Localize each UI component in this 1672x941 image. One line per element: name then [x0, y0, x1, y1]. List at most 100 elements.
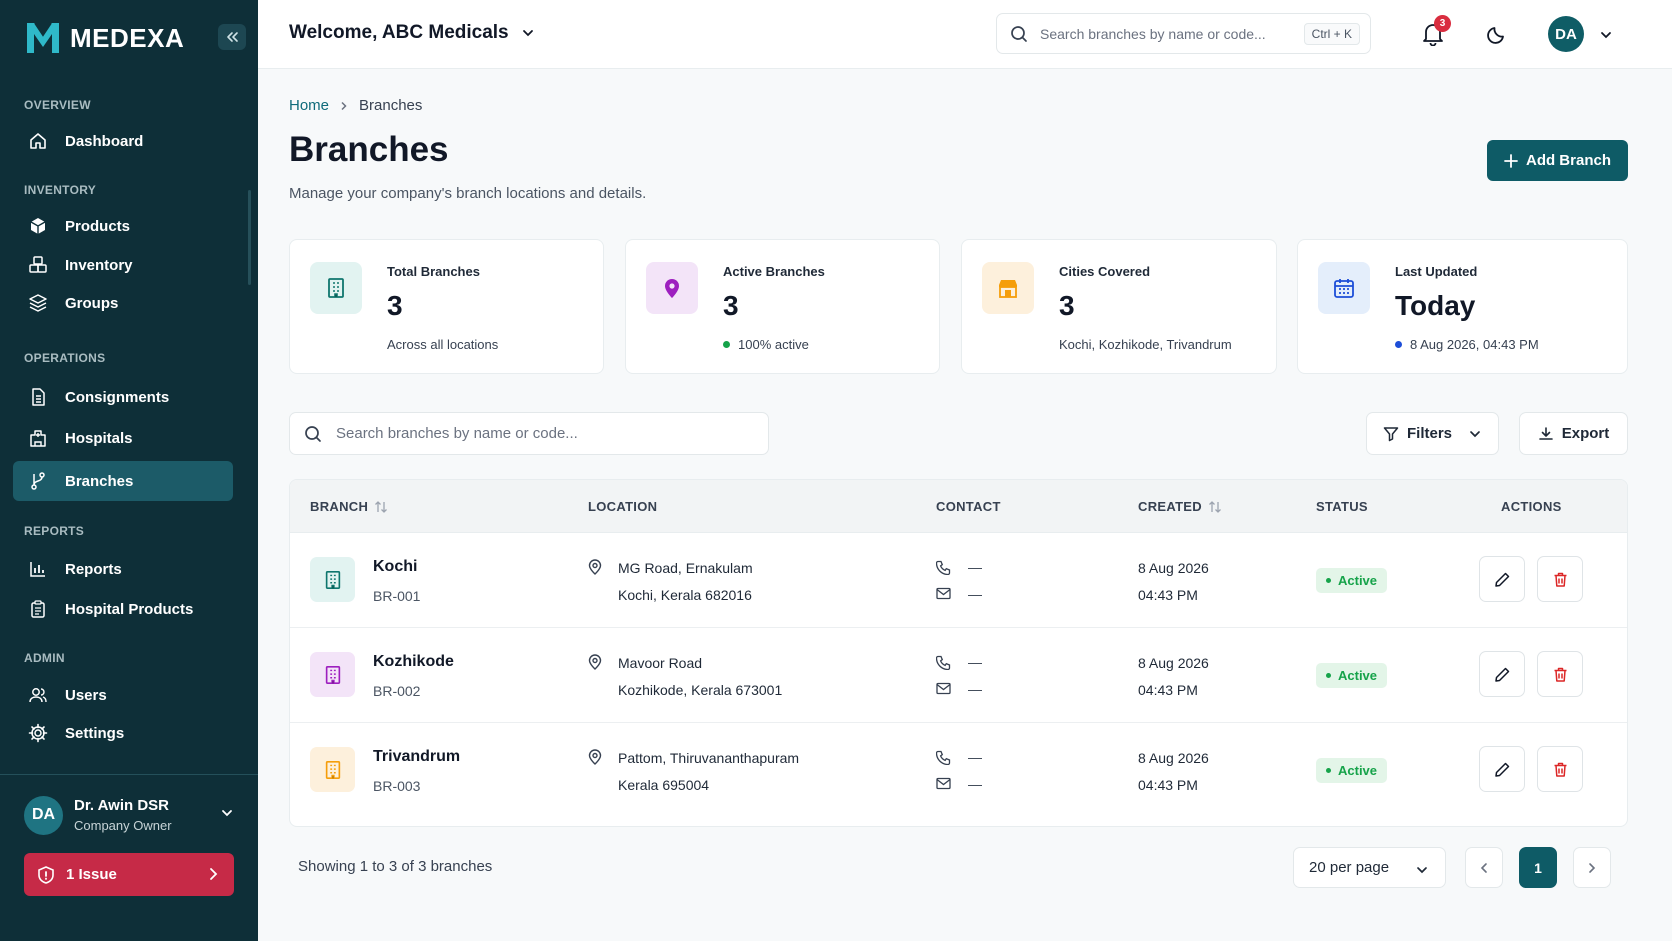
- location-line2: Kochi, Kerala 682016: [618, 587, 752, 603]
- building-icon: [310, 652, 355, 697]
- table-row[interactable]: Kochi BR-001 MG Road, Ernakulam Kochi, K…: [290, 533, 1627, 628]
- column-created[interactable]: CREATED: [1138, 499, 1222, 514]
- sidebar-item-label: Consignments: [65, 388, 170, 406]
- stat-sub: Kochi, Kozhikode, Trivandrum: [1059, 337, 1232, 352]
- column-contact: CONTACT: [936, 499, 1001, 514]
- phone-icon: [936, 750, 951, 765]
- status-badge: Active: [1316, 758, 1388, 783]
- users-icon: [27, 684, 49, 706]
- chevrons-left-icon: [227, 32, 238, 42]
- phone-icon: [936, 560, 951, 575]
- edit-button[interactable]: [1479, 651, 1525, 697]
- chevron-down-icon[interactable]: [1599, 28, 1613, 42]
- email-value: —: [968, 776, 982, 792]
- edit-button[interactable]: [1479, 746, 1525, 792]
- email-value: —: [968, 586, 982, 602]
- previous-page-button[interactable]: [1465, 847, 1503, 888]
- trash-icon: [1554, 667, 1566, 682]
- sidebar-item-products[interactable]: Products: [13, 206, 233, 246]
- location-line1: MG Road, Ernakulam: [618, 560, 753, 576]
- sidebar-item-groups[interactable]: Groups: [13, 283, 233, 323]
- header-avatar[interactable]: DA: [1548, 16, 1584, 52]
- delete-button[interactable]: [1537, 651, 1583, 697]
- search-icon: [1011, 25, 1027, 42]
- map-pin-icon: [646, 262, 698, 314]
- table-header: BRANCH LOCATION CONTACT CREATED STATUS A…: [290, 480, 1627, 533]
- alert-icon: [38, 865, 54, 884]
- company-switcher[interactable]: Welcome, ABC Medicals: [289, 22, 535, 44]
- app-logo[interactable]: MEDEXA: [24, 20, 184, 56]
- chevron-down-icon: [1417, 867, 1427, 874]
- column-label: CONTACT: [936, 499, 1001, 514]
- stat-value: Today: [1395, 290, 1476, 321]
- filters-button[interactable]: Filters: [1366, 412, 1499, 455]
- stat-card-total-branches: Total Branches 3 Across all locations: [289, 239, 604, 374]
- welcome-text: Welcome, ABC Medicals: [289, 22, 509, 43]
- table-row[interactable]: Kozhikode BR-002 Mavoor Road Kozhikode, …: [290, 628, 1627, 723]
- stat-label: Last Updated: [1395, 264, 1478, 279]
- collapse-sidebar-button[interactable]: [218, 24, 246, 50]
- add-branch-button[interactable]: Add Branch: [1487, 140, 1628, 181]
- column-location: LOCATION: [588, 499, 657, 514]
- breadcrumb-home[interactable]: Home: [289, 97, 330, 114]
- sidebar-item-dashboard[interactable]: Dashboard: [13, 121, 233, 161]
- box-icon: [27, 215, 49, 237]
- column-actions: ACTIONS: [1501, 499, 1562, 514]
- branch-search-placeholder: Search branches by name or code...: [336, 425, 578, 442]
- store-icon: [982, 262, 1034, 314]
- issue-button[interactable]: 1 Issue: [24, 853, 234, 896]
- sidebar-item-inventory[interactable]: Inventory: [13, 245, 233, 285]
- section-operations: OPERATIONS: [24, 351, 106, 365]
- sidebar-item-reports[interactable]: Reports: [13, 549, 233, 589]
- sidebar-scrollbar[interactable]: [248, 190, 251, 285]
- sidebar-item-label: Hospital Products: [65, 600, 194, 618]
- download-icon: [1538, 426, 1553, 440]
- sidebar-item-label: Dashboard: [65, 132, 144, 150]
- hospital-icon: [27, 427, 49, 449]
- notification-badge: 3: [1434, 15, 1451, 32]
- branch-code: BR-003: [373, 778, 421, 794]
- export-button[interactable]: Export: [1519, 412, 1628, 455]
- sidebar-item-settings[interactable]: Settings: [13, 713, 233, 753]
- stat-label: Cities Covered: [1059, 264, 1151, 279]
- stat-value: 3: [1059, 290, 1075, 321]
- sidebar-item-hospitals[interactable]: Hospitals: [13, 418, 233, 458]
- sidebar-item-consignments[interactable]: Consignments: [13, 377, 233, 417]
- branch-name: Kochi: [373, 558, 418, 575]
- delete-button[interactable]: [1537, 556, 1583, 602]
- stat-label: Total Branches: [387, 264, 480, 279]
- delete-button[interactable]: [1537, 746, 1583, 792]
- medexa-logo-icon: [27, 22, 59, 53]
- search-shortcut: Ctrl + K: [1303, 23, 1360, 45]
- branch-search-input[interactable]: Search branches by name or code...: [289, 412, 769, 455]
- sidebar-item-users[interactable]: Users: [13, 675, 233, 715]
- status-label: Active: [1338, 763, 1378, 778]
- next-page-button[interactable]: [1573, 847, 1611, 888]
- chevron-down-icon: [1470, 430, 1480, 437]
- branch-code: BR-002: [373, 683, 421, 699]
- user-profile-menu[interactable]: DA Dr. Awin DSR Company Owner: [24, 793, 234, 837]
- page-button-current[interactable]: 1: [1519, 847, 1557, 888]
- global-search-input[interactable]: Search branches by name or code... Ctrl …: [996, 13, 1371, 54]
- per-page-value: 20 per page: [1309, 859, 1390, 876]
- status-dot: [1326, 768, 1331, 773]
- edit-button[interactable]: [1479, 556, 1525, 602]
- section-reports: REPORTS: [24, 524, 85, 538]
- per-page-select[interactable]: 20 per page: [1293, 847, 1446, 888]
- sidebar-item-hospital-products[interactable]: Hospital Products: [13, 589, 233, 629]
- branches-table: BRANCH LOCATION CONTACT CREATED STATUS A…: [289, 479, 1628, 827]
- status-dot: [1326, 673, 1331, 678]
- chevron-right-icon: [341, 101, 347, 110]
- column-branch[interactable]: BRANCH: [310, 499, 388, 514]
- sidebar-item-branches[interactable]: Branches: [13, 461, 233, 501]
- moon-icon[interactable]: [1486, 23, 1508, 45]
- building-icon: [310, 557, 355, 602]
- status-badge: Active: [1316, 568, 1388, 593]
- sidebar-divider: [0, 774, 258, 775]
- home-icon: [27, 130, 49, 152]
- sidebar: MEDEXA OVERVIEW Dashboard INVENTORY Prod…: [0, 0, 258, 941]
- status-dot: [1326, 578, 1331, 583]
- table-row[interactable]: Trivandrum BR-003 Pattom, Thiruvananthap…: [290, 723, 1627, 818]
- chevron-right-icon: [210, 868, 218, 880]
- sidebar-item-label: Settings: [65, 724, 125, 742]
